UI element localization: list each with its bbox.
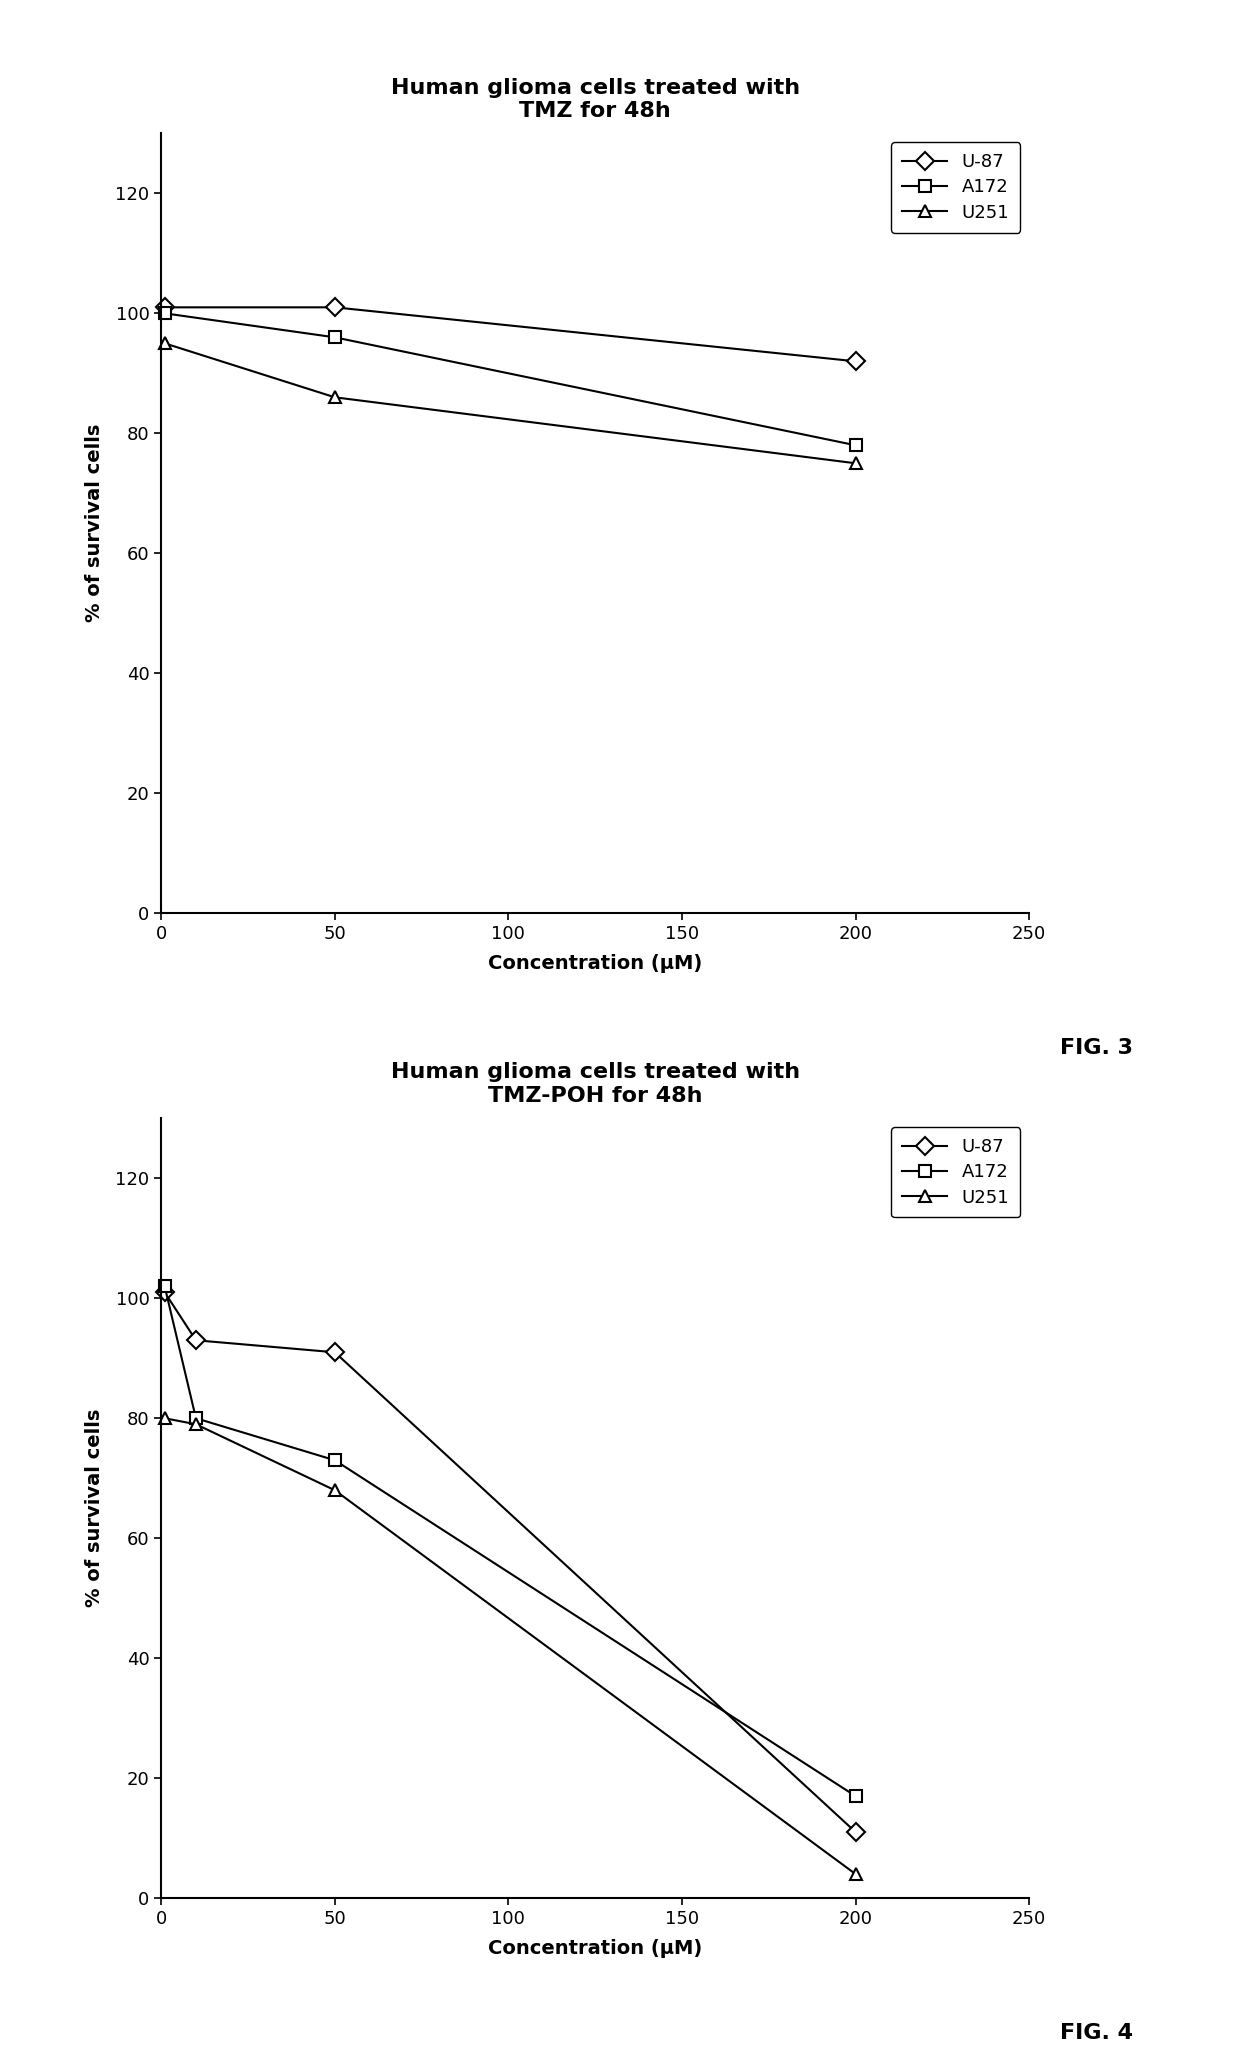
A172 [327,1449,342,1473]
A172 [157,302,172,326]
U251 [157,330,172,355]
U-87 [848,1820,863,1845]
U251 [327,386,342,410]
Title: Human glioma cells treated with
TMZ-POH for 48h: Human glioma cells treated with TMZ-POH … [391,1063,800,1106]
U-87 [157,295,172,320]
U-87 [157,1280,172,1305]
Title: Human glioma cells treated with
TMZ for 48h: Human glioma cells treated with TMZ for … [391,78,800,121]
A172 [848,1783,863,1808]
X-axis label: Concentration (μM): Concentration (μM) [489,954,702,973]
Line: U-87: U-87 [159,1287,862,1839]
Y-axis label: % of survival cells: % of survival cells [86,1410,104,1607]
A172 [157,1274,172,1299]
U251 [157,1406,172,1430]
U251 [327,1477,342,1502]
Legend: U-87, A172, U251: U-87, A172, U251 [892,1127,1021,1217]
Legend: U-87, A172, U251: U-87, A172, U251 [892,142,1021,232]
Line: U-87: U-87 [159,302,862,367]
U-87 [327,295,342,320]
Y-axis label: % of survival cells: % of survival cells [86,425,104,622]
U-87 [848,349,863,373]
Line: A172: A172 [159,1280,862,1802]
U251 [848,451,863,476]
A172 [848,433,863,458]
Text: FIG. 4: FIG. 4 [1060,2023,1133,2044]
Text: FIG. 3: FIG. 3 [1060,1038,1133,1059]
Line: U251: U251 [159,1412,862,1880]
U251 [188,1412,203,1436]
U-87 [188,1328,203,1352]
Line: A172: A172 [159,308,862,451]
U-87 [327,1340,342,1365]
Line: U251: U251 [159,337,862,470]
X-axis label: Concentration (μM): Concentration (μM) [489,1939,702,1958]
A172 [188,1406,203,1430]
U251 [848,1861,863,1886]
A172 [327,324,342,349]
